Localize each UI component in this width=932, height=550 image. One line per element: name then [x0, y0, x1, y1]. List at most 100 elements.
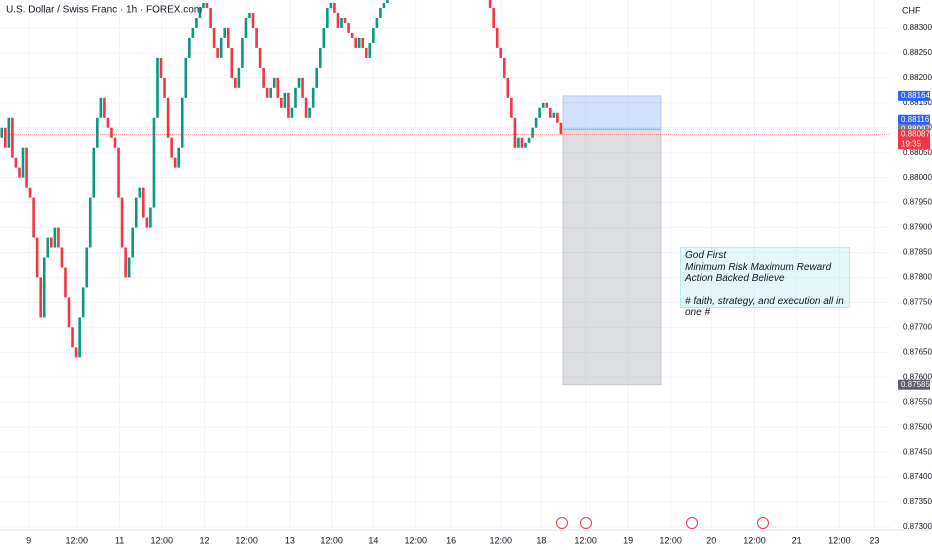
- x-tick-label: 21: [792, 535, 802, 545]
- candle-body: [113, 137, 117, 148]
- candle-body: [311, 87, 315, 108]
- candle-body: [92, 147, 96, 198]
- candle-body: [42, 257, 46, 318]
- candle-body: [251, 12, 255, 28]
- price-tag-label: 0.88097: [901, 124, 930, 133]
- candle-body: [294, 87, 297, 108]
- note-line: God First: [685, 250, 727, 261]
- x-tick-label: 12:00: [743, 535, 766, 545]
- y-tick-label: 0.88050: [903, 148, 932, 157]
- candle-body: [117, 147, 120, 198]
- y-tick-label: 0.87500: [903, 422, 932, 431]
- candle-body: [4, 127, 7, 148]
- candle-body: [170, 137, 173, 158]
- candle-body: [559, 122, 563, 135]
- candle-body: [364, 47, 368, 58]
- candle-body: [18, 167, 21, 178]
- y-tick-label: 0.87750: [903, 298, 932, 307]
- x-tick-label: 9: [26, 535, 31, 545]
- candle-body: [340, 17, 343, 28]
- price-tag: [898, 90, 930, 101]
- candle-body: [166, 97, 170, 138]
- candle-body: [354, 37, 357, 48]
- candle-body: [347, 22, 350, 33]
- candle-body: [541, 102, 545, 108]
- candle-body: [552, 112, 556, 118]
- candle-body: [244, 17, 248, 38]
- x-tick-label: 12:00: [235, 535, 258, 545]
- candle-body: [527, 137, 531, 143]
- candle-body: [28, 187, 32, 198]
- price-tag-countdown: 19:35: [901, 139, 922, 148]
- candle-body: [223, 27, 227, 38]
- x-tick-label: 12:00: [574, 535, 597, 545]
- candle-body: [375, 17, 379, 28]
- candle-body: [209, 7, 212, 28]
- candle-body: [287, 92, 290, 118]
- x-tick-label: 12:00: [659, 535, 682, 545]
- candle-body: [336, 12, 340, 28]
- candle-body: [372, 27, 375, 43]
- candle-body: [265, 87, 269, 98]
- price-tag-label: 0.87585: [901, 380, 930, 389]
- candle-body: [202, 2, 205, 8]
- x-tick-label: 12: [200, 535, 210, 545]
- candle-body: [142, 187, 145, 218]
- candle-body: [301, 77, 304, 98]
- candle-body: [0, 127, 4, 138]
- candle-body: [180, 97, 184, 148]
- target-zone: [562, 95, 662, 130]
- candle-body: [538, 107, 541, 118]
- x-tick-label: 16: [446, 535, 456, 545]
- candle-body: [513, 117, 517, 148]
- y-tick-label: 0.88000: [903, 173, 932, 182]
- note-line: Action Backed Believe: [685, 273, 785, 284]
- candle-body: [510, 97, 513, 118]
- price-tag: [898, 114, 930, 125]
- y-tick-label: 0.87600: [903, 372, 932, 381]
- candle-body: [276, 77, 280, 98]
- candle-body: [283, 92, 287, 108]
- x-tick-label: 18: [536, 535, 546, 545]
- candle-body: [195, 17, 198, 28]
- candle-body: [534, 117, 538, 128]
- candle-body: [556, 112, 559, 123]
- candle-body: [88, 197, 92, 248]
- candle-body: [304, 97, 308, 118]
- candle-body: [124, 247, 127, 278]
- candle-body: [163, 77, 166, 98]
- candle-body: [127, 257, 131, 278]
- candle-body: [131, 227, 135, 258]
- candle-body: [71, 327, 74, 348]
- x-tick-label: 11: [115, 535, 124, 545]
- candle-body: [35, 237, 39, 278]
- candle-body: [350, 32, 354, 38]
- candle-body: [272, 77, 276, 88]
- candle-body: [78, 317, 81, 358]
- candle-body: [269, 87, 273, 98]
- candle-body: [506, 77, 510, 98]
- y-tick-label: 0.87700: [903, 322, 932, 331]
- candle-body: [495, 27, 499, 48]
- candle-body: [545, 102, 549, 108]
- candle-body: [517, 137, 520, 148]
- y-tick-label: 0.87950: [903, 198, 932, 207]
- candle-body: [308, 107, 311, 118]
- candle-body: [39, 277, 42, 318]
- candle-body: [205, 2, 209, 8]
- x-tick-label: 12:00: [150, 535, 173, 545]
- x-tick-label: 12:00: [320, 535, 343, 545]
- candle-body: [145, 217, 149, 228]
- candle-body: [492, 7, 495, 28]
- note-line: # faith, strategy, and execution all in …: [685, 295, 844, 319]
- candle-body: [237, 67, 241, 88]
- y-tick-label: 0.88300: [903, 23, 932, 32]
- candle-body: [134, 197, 138, 228]
- candle-body: [333, 2, 336, 13]
- x-tick-label: 12:00: [489, 535, 512, 545]
- candle-body: [524, 142, 527, 148]
- candle-body: [248, 12, 251, 18]
- candle-body: [173, 157, 177, 168]
